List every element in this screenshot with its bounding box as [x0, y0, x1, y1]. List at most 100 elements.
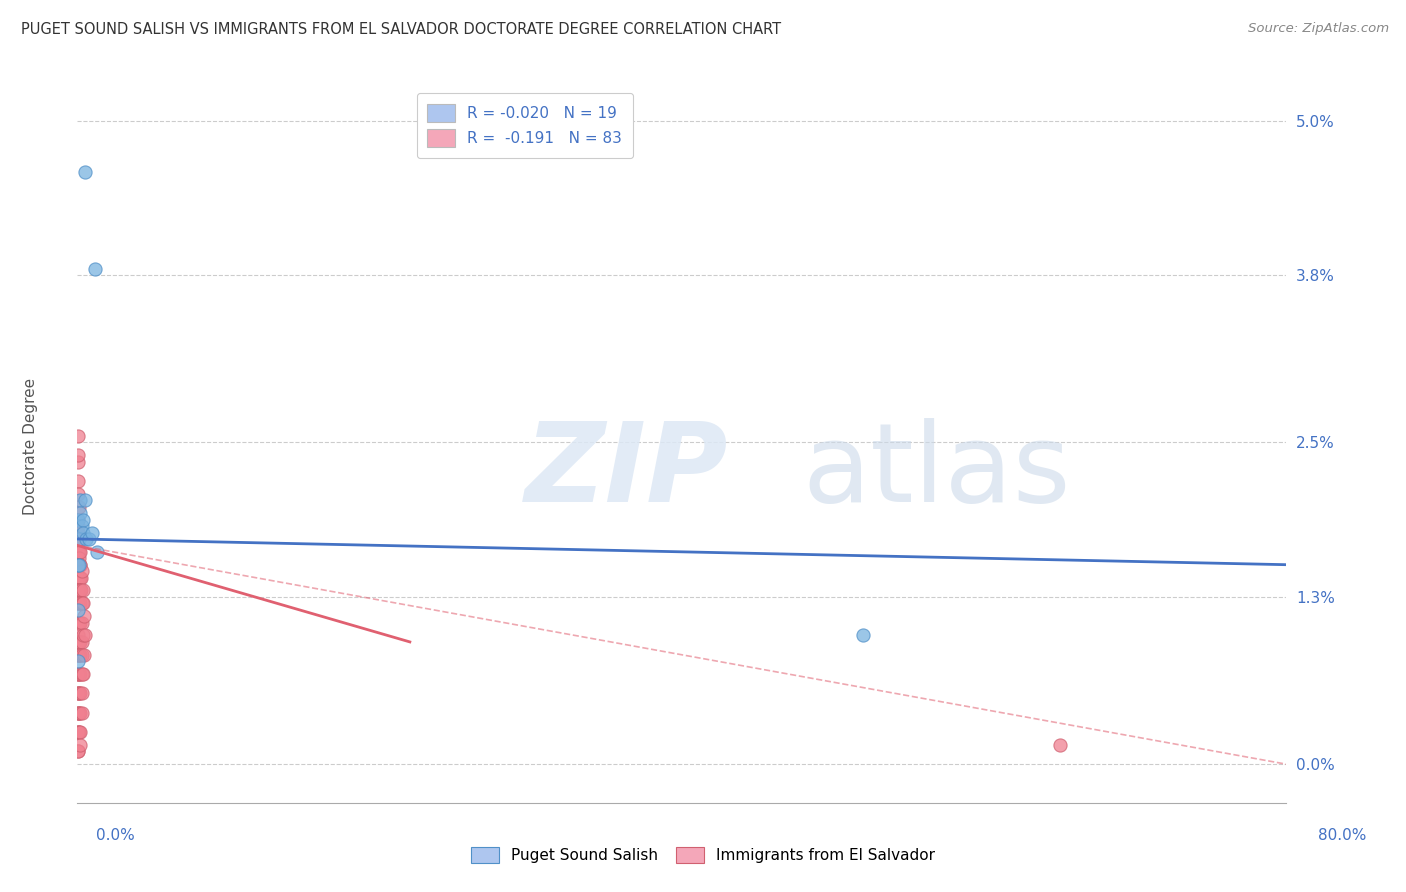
Point — [69, 648, 91, 662]
Point — [67, 448, 90, 462]
Point — [67, 532, 90, 546]
Point — [86, 545, 108, 559]
Point — [67, 648, 90, 662]
Point — [70, 596, 93, 610]
Point — [69, 738, 91, 752]
Point — [70, 583, 93, 598]
Point — [67, 487, 90, 501]
Point — [67, 500, 90, 514]
Point — [66, 519, 89, 533]
Point — [69, 545, 91, 559]
Point — [66, 725, 89, 739]
Point — [67, 583, 90, 598]
Point — [67, 635, 90, 649]
Point — [66, 538, 89, 552]
Point — [70, 519, 93, 533]
Point — [67, 571, 90, 585]
Point — [67, 545, 90, 559]
Text: ZIP: ZIP — [524, 417, 728, 524]
Point — [84, 261, 107, 276]
Point — [69, 493, 91, 508]
Point — [67, 635, 90, 649]
Point — [67, 545, 90, 559]
Text: 0.0%: 0.0% — [96, 828, 135, 843]
Point — [73, 493, 96, 508]
Point — [67, 686, 90, 700]
Point — [66, 615, 89, 630]
Point — [67, 596, 90, 610]
Point — [66, 583, 89, 598]
Point — [67, 603, 90, 617]
Point — [73, 628, 96, 642]
Point — [67, 571, 90, 585]
Point — [66, 474, 89, 488]
Point — [66, 648, 89, 662]
Point — [72, 525, 94, 540]
Point — [67, 667, 90, 681]
Point — [67, 744, 90, 758]
Point — [67, 706, 90, 720]
Point — [70, 635, 93, 649]
Point — [67, 615, 90, 630]
Point — [66, 558, 89, 572]
Point — [67, 571, 90, 585]
Point — [70, 648, 93, 662]
Point — [72, 667, 94, 681]
Point — [73, 165, 96, 179]
Point — [69, 635, 91, 649]
Point — [69, 506, 91, 520]
Point — [67, 725, 90, 739]
Point — [72, 628, 94, 642]
Text: Doctorate Degree: Doctorate Degree — [24, 377, 38, 515]
Point — [67, 648, 90, 662]
Text: Source: ZipAtlas.com: Source: ZipAtlas.com — [1249, 22, 1389, 36]
Point — [67, 525, 90, 540]
Point — [67, 558, 90, 572]
Point — [67, 667, 90, 681]
Point — [67, 513, 90, 527]
Point — [67, 596, 90, 610]
Point — [66, 667, 89, 681]
Point — [67, 615, 90, 630]
Point — [70, 571, 93, 585]
Point — [66, 571, 89, 585]
Point — [67, 551, 90, 566]
Point — [73, 609, 96, 624]
Point — [79, 532, 101, 546]
Point — [69, 571, 91, 585]
Point — [67, 558, 90, 572]
Point — [67, 725, 90, 739]
Point — [66, 628, 89, 642]
Point — [70, 686, 93, 700]
Point — [69, 558, 91, 572]
Point — [67, 583, 90, 598]
Point — [69, 686, 91, 700]
Point — [852, 628, 875, 642]
Point — [67, 532, 90, 546]
Text: atlas: atlas — [803, 417, 1071, 524]
Point — [75, 532, 97, 546]
Point — [82, 525, 104, 540]
Text: 80.0%: 80.0% — [1319, 828, 1367, 843]
Point — [66, 706, 89, 720]
Point — [67, 558, 90, 572]
Point — [69, 706, 91, 720]
Legend: Puget Sound Salish, Immigrants from El Salvador: Puget Sound Salish, Immigrants from El S… — [464, 839, 942, 871]
Point — [69, 558, 91, 572]
Point — [72, 596, 94, 610]
Point — [66, 686, 89, 700]
Point — [67, 654, 90, 668]
Point — [70, 706, 93, 720]
Point — [70, 615, 93, 630]
Point — [1049, 738, 1071, 752]
Point — [69, 667, 91, 681]
Point — [69, 596, 91, 610]
Point — [69, 725, 91, 739]
Point — [67, 706, 90, 720]
Point — [72, 513, 94, 527]
Point — [69, 583, 91, 598]
Text: PUGET SOUND SALISH VS IMMIGRANTS FROM EL SALVADOR DOCTORATE DEGREE CORRELATION C: PUGET SOUND SALISH VS IMMIGRANTS FROM EL… — [21, 22, 782, 37]
Point — [72, 583, 94, 598]
Point — [66, 455, 89, 469]
Point — [67, 558, 90, 572]
